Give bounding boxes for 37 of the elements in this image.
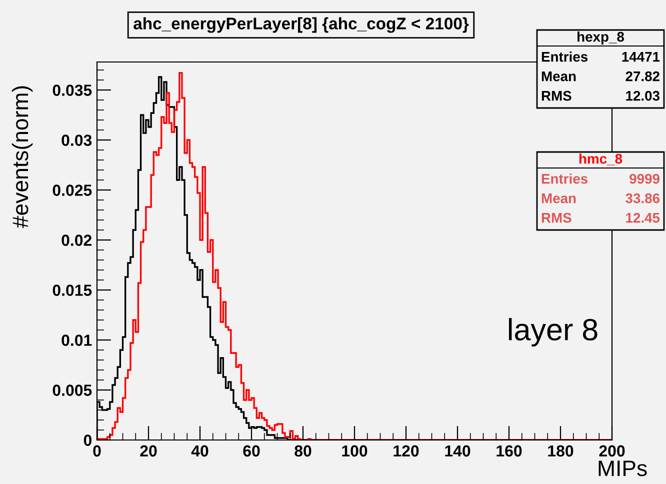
y-tick-label: 0.005 (52, 384, 92, 396)
x-tick-label: 160 (496, 445, 522, 457)
text: 27.82 (626, 71, 660, 82)
text: 12.03 (626, 90, 660, 101)
x-tick-label: 0 (93, 445, 101, 457)
chart-title: ahc_energyPerLayer[8] {ahc_cogZ < 2100} (134, 17, 469, 33)
x-tick-label: 80 (294, 445, 312, 457)
y-tick-label: 0.035 (52, 84, 92, 96)
annotation: RMS (542, 212, 572, 223)
y-tick-label: 0 (84, 434, 92, 446)
text: 9999 (630, 174, 660, 184)
x-tick-label: 140 (445, 445, 470, 457)
y-tick-label: 0.03 (62, 134, 92, 146)
annotation: Entries (542, 174, 588, 184)
text: hmc_8 (579, 154, 622, 166)
x-tick-label: 120 (394, 445, 419, 457)
y-tick-label: 0.015 (52, 284, 92, 296)
x-tick-label: 180 (548, 445, 574, 457)
x-tick-label: 200 (599, 445, 625, 457)
text: hexp_8 (578, 32, 624, 44)
x-tick-label: 40 (191, 445, 208, 457)
x-tick-label: 100 (342, 445, 368, 457)
text: 33.86 (626, 193, 660, 204)
text: 14471 (622, 52, 660, 62)
text: 12.45 (626, 212, 660, 223)
x-axis-title: MIPs (598, 460, 647, 476)
annotation: Mean (542, 194, 576, 204)
y-axis-title: #events(norm) (12, 86, 33, 228)
x-tick-label: 60 (243, 445, 260, 457)
annotation: Mean (542, 72, 576, 82)
y-tick-label: 0.01 (62, 334, 92, 346)
annotation: RMS (542, 90, 572, 101)
annotation: layer 8 (508, 318, 598, 347)
y-tick-label: 0.02 (62, 234, 92, 246)
y-tick-label: 0.025 (52, 184, 92, 196)
text: Entries (542, 52, 588, 62)
x-tick-label: 20 (140, 445, 157, 457)
